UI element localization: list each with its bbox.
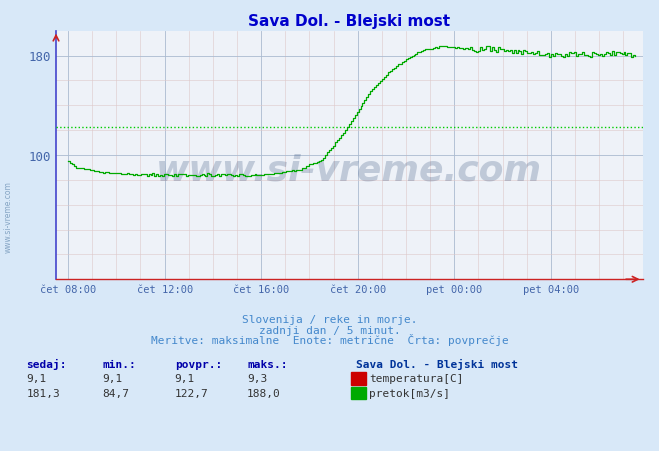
Text: povpr.:: povpr.: — [175, 359, 222, 369]
Text: 9,1: 9,1 — [175, 373, 195, 383]
Title: Sava Dol. - Blejski most: Sava Dol. - Blejski most — [248, 14, 450, 29]
Text: 9,1: 9,1 — [102, 373, 123, 383]
Text: 122,7: 122,7 — [175, 388, 208, 398]
Text: www.si-vreme.com: www.si-vreme.com — [3, 180, 13, 253]
Text: Meritve: maksimalne  Enote: metrične  Črta: povprečje: Meritve: maksimalne Enote: metrične Črta… — [151, 333, 508, 345]
Text: 9,1: 9,1 — [26, 373, 47, 383]
Text: pretok[m3/s]: pretok[m3/s] — [369, 388, 450, 398]
Text: sedaj:: sedaj: — [26, 359, 67, 369]
Text: 84,7: 84,7 — [102, 388, 129, 398]
Text: temperatura[C]: temperatura[C] — [369, 373, 463, 383]
Text: 9,3: 9,3 — [247, 373, 268, 383]
Text: 181,3: 181,3 — [26, 388, 60, 398]
Text: maks.:: maks.: — [247, 359, 287, 369]
Text: 188,0: 188,0 — [247, 388, 281, 398]
Text: min.:: min.: — [102, 359, 136, 369]
Text: Slovenija / reke in morje.: Slovenija / reke in morje. — [242, 314, 417, 324]
Text: Sava Dol. - Blejski most: Sava Dol. - Blejski most — [356, 359, 518, 369]
Text: zadnji dan / 5 minut.: zadnji dan / 5 minut. — [258, 325, 401, 335]
Text: www.si-vreme.com: www.si-vreme.com — [156, 153, 542, 188]
